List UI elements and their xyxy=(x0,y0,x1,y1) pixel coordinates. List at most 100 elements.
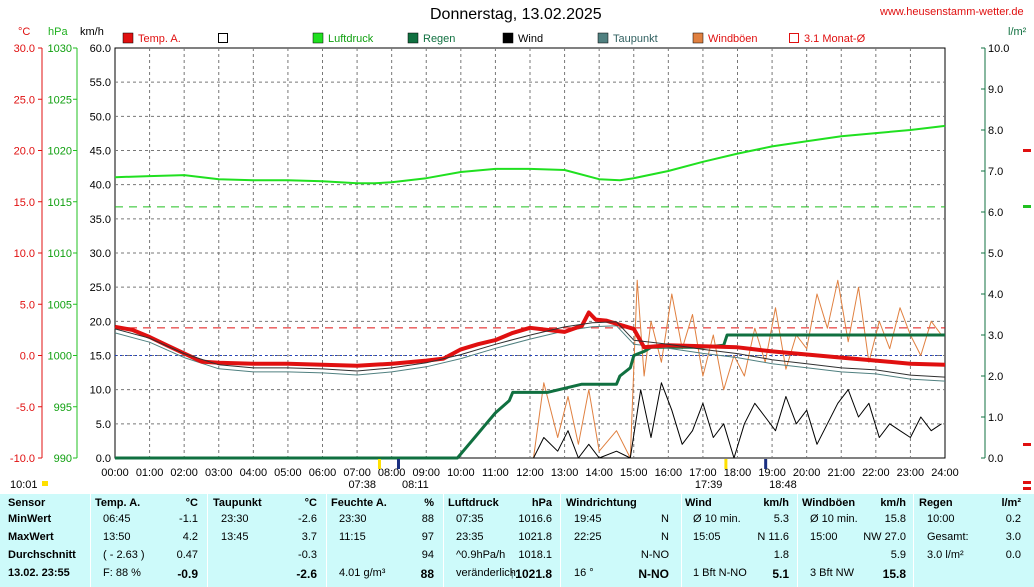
x-tick-label: 16:00 xyxy=(655,467,683,479)
series-luftdruck xyxy=(114,124,946,185)
temp-tick-label: 25.0 xyxy=(14,94,35,106)
stats-cell-dir-label: 16 ° xyxy=(574,567,594,579)
stats-cell-dew-label: 23:30 xyxy=(221,513,249,525)
edge-marker xyxy=(1023,481,1031,484)
stats-cell-rain-value: 0.0 xyxy=(1005,549,1021,561)
series-windb-en xyxy=(533,279,942,459)
rain-tick-label: 9.0 xyxy=(988,84,1003,96)
stats-header-dew: Taupunkt xyxy=(213,497,262,509)
wind-tick-label: 0.0 xyxy=(96,453,111,465)
stats-header-temp: Temp. A. xyxy=(95,497,141,509)
stats-cell-press-label: veränderlich xyxy=(456,567,516,579)
pressure-tick-label: 1000 xyxy=(48,351,72,363)
legend-swatch xyxy=(312,32,324,44)
stats-header-wind: Wind xyxy=(685,497,712,509)
x-tick-label: 20:00 xyxy=(793,467,821,479)
temp-tick-label: -5.0 xyxy=(16,402,35,414)
site-link[interactable]: www.heusenstamm-wetter.de xyxy=(880,6,1024,18)
x-tick-label: 13:00 xyxy=(551,467,579,479)
stats-cell-hum-label: 23:30 xyxy=(339,513,367,525)
x-tick-label: 00:00 xyxy=(101,467,129,479)
rain-tick-label: 1.0 xyxy=(988,412,1003,424)
corner-sun-icon xyxy=(42,481,48,486)
legend-swatch xyxy=(597,32,609,44)
x-tick-label: 19:00 xyxy=(758,467,786,479)
pressure-tick-label: 990 xyxy=(54,453,72,465)
rain-tick-label: 2.0 xyxy=(988,371,1003,383)
wind-tick-label: 55.0 xyxy=(90,77,111,89)
stats-cell-temp-value: 4.2 xyxy=(182,531,198,543)
temp-tick-label: 5.0 xyxy=(20,299,35,311)
stats-cell-press-label: 23:35 xyxy=(456,531,484,543)
edge-marker xyxy=(1023,149,1031,152)
stats-unit-press: hPa xyxy=(531,497,552,509)
rain-tick-label: 3.0 xyxy=(988,330,1003,342)
stats-cell-gust-value: 15.8 xyxy=(884,513,906,525)
sun-marker-label: 08:11 xyxy=(402,479,429,491)
stats-cell-dir-value: N xyxy=(661,531,669,543)
rain-tick-label: 10.0 xyxy=(988,43,1009,55)
stats-cell-dir-label: 22:25 xyxy=(574,531,602,543)
stats-row-label: MaxWert xyxy=(8,531,54,543)
stats-header-press: Luftdruck xyxy=(448,497,499,509)
stats-cell-temp-label: 13:50 xyxy=(103,531,131,543)
x-tick-label: 10:00 xyxy=(447,467,475,479)
stats-unit-wind: km/h xyxy=(763,497,789,509)
x-tick-label: 11:00 xyxy=(482,467,509,479)
legend-label: Wind xyxy=(518,33,543,45)
stats-cell-temp-value: 0.47 xyxy=(176,549,198,561)
wind-tick-label: 45.0 xyxy=(90,146,111,158)
pressure-tick-label: 995 xyxy=(54,402,72,414)
edge-marker xyxy=(1023,205,1031,208)
rain-tick-label: 4.0 xyxy=(988,289,1003,301)
pressure-tick-label: 1015 xyxy=(48,197,72,209)
wind-tick-label: 60.0 xyxy=(90,43,111,55)
stats-cell-temp-label: ( - 2.63 ) xyxy=(103,549,145,561)
x-tick-label: 03:00 xyxy=(205,467,233,479)
wind-tick-label: 15.0 xyxy=(90,351,111,363)
series-taupunkt-shadow xyxy=(114,321,946,378)
stats-cell-hum-value: 94 xyxy=(421,549,434,561)
sun-marker xyxy=(764,459,768,469)
legend-swatch xyxy=(789,33,799,43)
statistics-table: Sensor MinWert MaxWert Durchschnitt 13.02. 2… xyxy=(0,494,1034,587)
column-separator xyxy=(326,494,327,587)
stats-cell-press-value: 1016.6 xyxy=(518,513,552,525)
stats-cell-press-value: ↑1021.8 xyxy=(509,567,552,581)
stats-cell-wind-value: N 11.6 xyxy=(757,531,789,543)
x-tick-label: 12:00 xyxy=(516,467,544,479)
pressure-tick-label: 1025 xyxy=(48,94,72,106)
stats-cell-dir-value: N-NO xyxy=(638,567,669,581)
legend-swatch xyxy=(407,32,419,44)
rain-tick-label: 6.0 xyxy=(988,207,1003,219)
temp-tick-label: 0.0 xyxy=(20,351,35,363)
stats-unit-rain: l/m² xyxy=(1001,497,1021,509)
stats-row-label: MinWert xyxy=(8,513,52,525)
stats-cell-gust-label: 3 Bft NW xyxy=(810,567,855,579)
edge-marker xyxy=(1023,487,1031,490)
series-wind xyxy=(533,382,942,459)
x-tick-label: 22:00 xyxy=(862,467,890,479)
stats-unit-temp: °C xyxy=(185,497,198,509)
legend-swatch xyxy=(122,32,134,44)
series-taupunkt xyxy=(114,325,946,382)
x-tick-label: 18:00 xyxy=(724,467,752,479)
pressure-tick-label: 1005 xyxy=(48,299,72,311)
temp-tick-label: 15.0 xyxy=(14,197,35,209)
legend-label: Luftdruck xyxy=(328,33,374,45)
stats-cell-rain-value: 3.0 xyxy=(1005,531,1021,543)
stats-cell-temp-label: 06:45 xyxy=(103,513,131,525)
stats-header-rain: Regen xyxy=(919,497,953,509)
stats-cell-temp-label: F: 88 % xyxy=(103,567,141,579)
wind-tick-label: 50.0 xyxy=(90,111,111,123)
wind-tick-label: 30.0 xyxy=(90,248,111,260)
stats-cell-press-label: ^0.9hPa/h xyxy=(456,549,506,561)
stats-cell-dew-value: -2.6 xyxy=(296,567,317,581)
legend-label: Temp. A. xyxy=(138,33,181,45)
column-separator xyxy=(797,494,798,587)
legend-label: Regen xyxy=(423,33,455,45)
unit-kmh-label: km/h xyxy=(80,26,104,38)
x-tick-label: 09:00 xyxy=(412,467,440,479)
stats-cell-temp-value: -1.1 xyxy=(179,513,198,525)
stats-cell-wind-value: 1.8 xyxy=(773,549,789,561)
